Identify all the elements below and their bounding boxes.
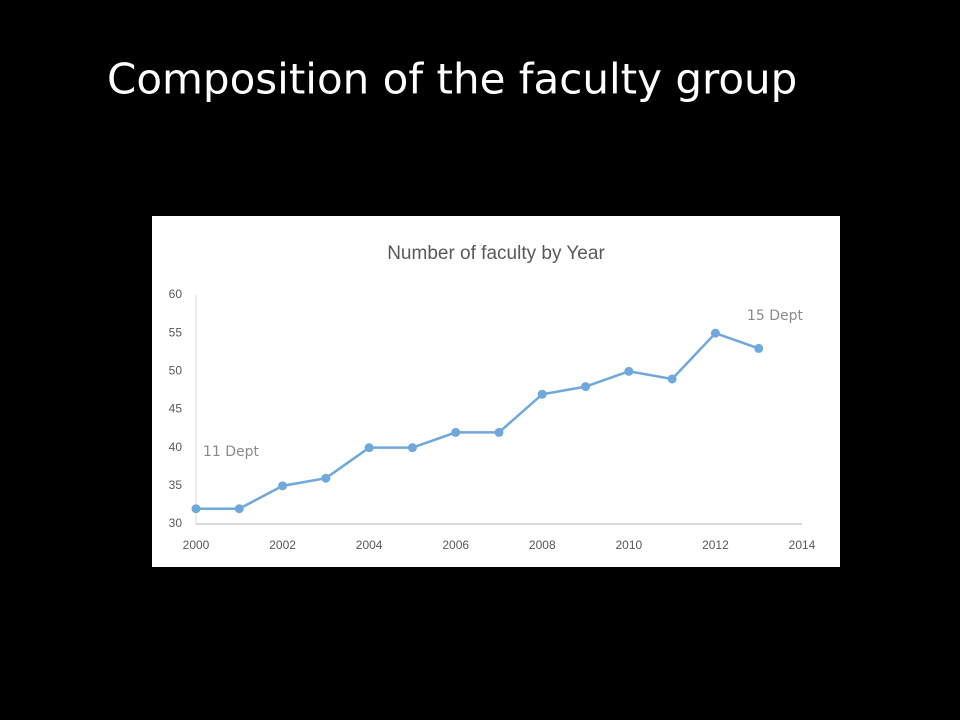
- data-point: [754, 343, 764, 353]
- data-point: [581, 382, 591, 392]
- data-point: [407, 443, 417, 453]
- data-point: [710, 328, 720, 338]
- x-tick-label: 2010: [616, 538, 643, 552]
- chart-title: Number of faculty by Year: [387, 243, 605, 264]
- x-tick-label: 2012: [702, 538, 729, 552]
- data-point: [537, 389, 547, 399]
- y-tick-label: 30: [169, 516, 183, 530]
- x-tick-label: 2000: [183, 538, 210, 552]
- data-point: [278, 481, 288, 491]
- data-line: [196, 331, 760, 510]
- annotation: 11 Dept: [203, 444, 260, 460]
- data-point: [364, 443, 374, 453]
- data-point: [494, 427, 504, 437]
- x-tick-label: 2008: [529, 538, 556, 552]
- y-tick-label: 45: [169, 402, 183, 416]
- slide-title: Composition of the faculty group: [107, 55, 797, 104]
- data-point: [624, 366, 634, 376]
- annotation: 15 Dept: [747, 308, 804, 324]
- y-tick-label: 55: [169, 325, 183, 339]
- y-tick-label: 35: [169, 478, 183, 492]
- y-tick-label: 60: [169, 287, 183, 301]
- x-tick-label: 2002: [269, 538, 296, 552]
- y-tick-label: 50: [169, 364, 183, 378]
- y-tick-label: 40: [169, 440, 183, 454]
- data-point: [667, 374, 677, 384]
- x-tick-label: 2006: [442, 538, 469, 552]
- data-point: [321, 473, 331, 483]
- data-point: [234, 504, 244, 514]
- x-tick-label: 2004: [356, 538, 383, 552]
- data-point: [451, 427, 461, 437]
- chart-panel: [152, 216, 840, 567]
- x-tick-label: 2014: [789, 538, 816, 552]
- data-point: [191, 504, 201, 514]
